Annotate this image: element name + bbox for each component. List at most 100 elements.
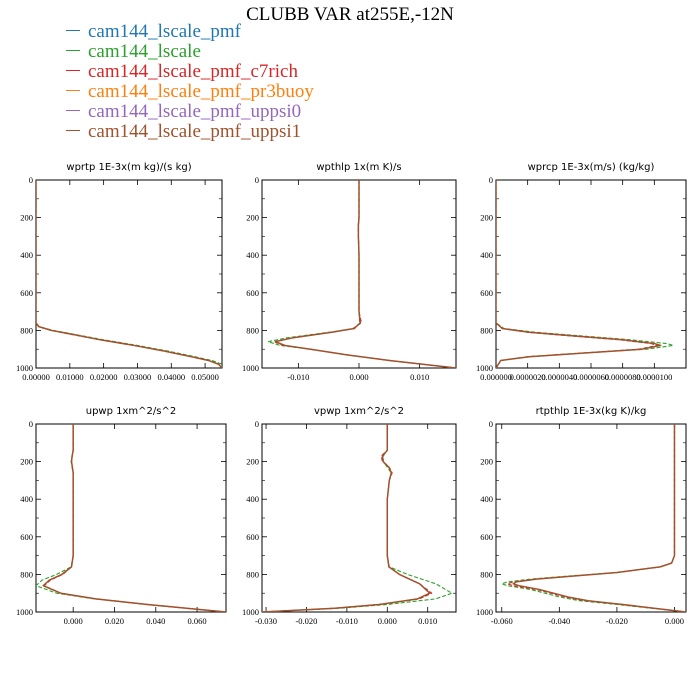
y-tick-label: 1000 xyxy=(476,363,493,373)
y-tick-label: 600 xyxy=(246,532,259,542)
y-tick-label: 400 xyxy=(480,494,493,504)
x-tick-label: 0.020 xyxy=(105,616,124,626)
y-tick-label: 1000 xyxy=(476,607,493,617)
y-tick-label: 400 xyxy=(480,250,493,260)
y-tick-label: 200 xyxy=(480,213,493,223)
y-tick-label: 600 xyxy=(246,288,259,298)
y-tick-label: 200 xyxy=(480,457,493,467)
x-tick-label: 0.0000060 xyxy=(573,372,609,382)
legend-swatch xyxy=(66,50,80,52)
y-tick-label: 600 xyxy=(20,532,33,542)
y-tick-label: 400 xyxy=(246,494,259,504)
legend-label: cam144_lscale_pmf xyxy=(88,21,242,42)
series-line xyxy=(506,424,686,612)
y-tick-label: 200 xyxy=(20,213,33,223)
x-tick-label: 0.010 xyxy=(410,372,429,382)
legend-swatch xyxy=(66,30,80,32)
x-tick-label: 0.000000 xyxy=(480,372,512,382)
y-tick-label: 200 xyxy=(246,457,259,467)
y-tick-label: 200 xyxy=(246,213,259,223)
legend-label: cam144_lscale_pmf_c7rich xyxy=(88,61,298,82)
legend-swatch xyxy=(66,70,80,72)
y-tick-label: 1000 xyxy=(16,363,33,373)
y-tick-label: 800 xyxy=(246,569,259,579)
legend-item: cam144_lscale_pmf_pr3buoy xyxy=(66,82,314,102)
plot-frame xyxy=(495,423,687,613)
x-tick-label: 0.04000 xyxy=(157,372,185,382)
legend-label: cam144_lscale xyxy=(88,41,201,62)
x-tick-label: 0.03000 xyxy=(124,372,152,382)
legend-item: cam144_lscale_pmf xyxy=(66,22,314,42)
y-tick-label: 600 xyxy=(480,532,493,542)
legend-item: cam144_lscale_pmf_uppsi0 xyxy=(66,102,314,122)
x-tick-label: 0.05000 xyxy=(191,372,219,382)
y-tick-label: 800 xyxy=(480,569,493,579)
y-tick-label: 400 xyxy=(20,250,33,260)
legend-label: cam144_lscale_pmf_pr3buoy xyxy=(88,81,314,102)
chart-panel: rtpthlp 1E-3x(kg K)/kg02004006008001000-… xyxy=(476,406,687,626)
x-tick-label: 0.01000 xyxy=(56,372,84,382)
y-tick-label: 1000 xyxy=(16,607,33,617)
x-tick-label: 0.000 xyxy=(64,616,83,626)
y-tick-label: 800 xyxy=(20,569,33,579)
x-tick-label: 0.040 xyxy=(146,616,165,626)
series-line xyxy=(43,424,226,612)
y-tick-label: 800 xyxy=(480,325,493,335)
series-line xyxy=(262,424,433,612)
chart-panel: wprcp 1E-3x(m/s) (kg/kg) 0 200 400 600 800 100… xyxy=(476,162,687,382)
x-tick-label: 0.0000040 xyxy=(541,372,577,382)
legend-swatch xyxy=(66,130,80,132)
legend-item: cam144_lscale_pmf_uppsi1 xyxy=(66,122,314,142)
chart-panel: wpthlp 1x(m K)/s 0 200 400 600 800 1000 -0.010 0… xyxy=(242,162,457,382)
series-line xyxy=(262,424,431,612)
series-line xyxy=(36,424,226,612)
legend-label: cam144_lscale_pmf_uppsi0 xyxy=(88,101,302,122)
plot-frame xyxy=(35,179,223,369)
x-tick-label: 0.060 xyxy=(188,616,207,626)
x-tick-label: 0.0000080 xyxy=(605,372,641,382)
legend-swatch xyxy=(66,90,80,92)
y-tick-label: 0 xyxy=(255,175,259,185)
figure-title: CLUBB VAR at255E,-12N xyxy=(246,4,454,25)
panel-title: vpwp 1xm^2/s^2 xyxy=(314,406,404,417)
x-tick-label: -0.040 xyxy=(548,616,570,626)
y-tick-label: 200 xyxy=(20,457,33,467)
y-tick-label: 400 xyxy=(246,250,259,260)
legend-label: cam144_lscale_pmf_uppsi1 xyxy=(88,121,302,142)
y-tick-label: 0 xyxy=(29,419,33,429)
series-line xyxy=(501,424,686,612)
x-tick-label: -0.010 xyxy=(287,372,309,382)
x-tick-label: 0.010 xyxy=(418,616,437,626)
y-tick-label: 800 xyxy=(20,325,33,335)
series-line xyxy=(42,424,226,612)
x-tick-label: -0.060 xyxy=(491,616,513,626)
series-line xyxy=(512,424,686,612)
x-tick-label: 0.000 xyxy=(665,616,684,626)
y-tick-label: 600 xyxy=(20,288,33,298)
y-tick-label: 0 xyxy=(489,419,493,429)
x-tick-label: 0.0000100 xyxy=(636,372,672,382)
series-line xyxy=(36,180,222,368)
y-tick-label: 0 xyxy=(255,419,259,429)
panel-title: wpthlp 1x(m K)/s xyxy=(316,162,401,173)
plot-frame xyxy=(261,423,457,613)
chart-panel: upwp 1xm^2/s^2 0 200 400 600 800 1000 0.000 0.02… xyxy=(16,406,227,626)
panel-title: wprcp 1E-3x(m/s) (kg/kg) xyxy=(528,162,655,173)
plot-frame xyxy=(495,179,687,369)
x-tick-label: -0.020 xyxy=(295,616,317,626)
x-tick-label: 0.0000020 xyxy=(510,372,546,382)
y-tick-label: 400 xyxy=(20,494,33,504)
y-tick-label: 800 xyxy=(246,325,259,335)
series-line xyxy=(496,180,674,368)
series-line xyxy=(496,180,662,368)
legend-swatch xyxy=(66,110,80,112)
y-tick-label: 1000 xyxy=(242,363,259,373)
legend-item: cam144_lscale xyxy=(66,42,314,62)
x-tick-label: -0.020 xyxy=(606,616,628,626)
chart-panel: wprtp 1E-3x(m kg)/(s kg) 0 200 400 600 800 100… xyxy=(16,162,223,382)
panel-title: upwp 1xm^2/s^2 xyxy=(86,406,176,417)
x-tick-label: 0.000 xyxy=(378,616,397,626)
series-line xyxy=(267,180,456,368)
